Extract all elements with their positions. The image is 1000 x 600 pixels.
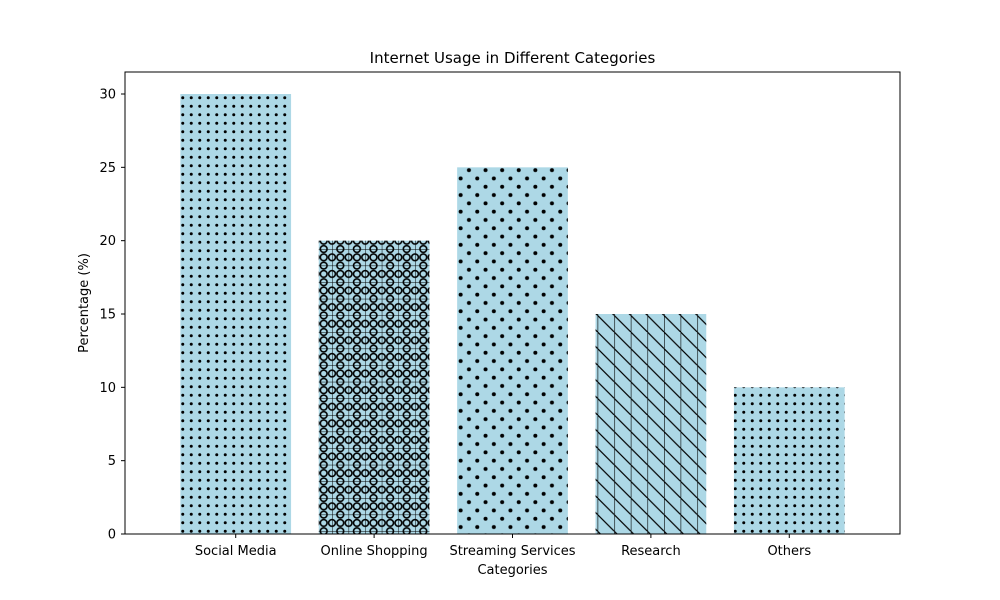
- chart-title: Internet Usage in Different Categories: [370, 49, 656, 67]
- y-axis-ticks: 0 5 10 15 20 25 30: [99, 88, 125, 543]
- bar-hatch-social-media: [180, 94, 292, 534]
- x-tick-label: Online Shopping: [321, 544, 428, 559]
- y-tick-label: 25: [99, 161, 116, 176]
- y-tick-label: 15: [99, 308, 116, 323]
- x-tick-label: Research: [621, 544, 681, 559]
- x-tick-label: Streaming Services: [449, 544, 575, 559]
- y-axis-label: Percentage (%): [77, 253, 92, 353]
- y-tick-label: 20: [99, 234, 116, 249]
- bar-hatch-online-shopping: [318, 240, 430, 534]
- bar-hatch-research: [595, 314, 707, 534]
- y-tick-label: 5: [108, 454, 116, 469]
- bars: [180, 94, 845, 535]
- y-tick-label: 30: [99, 88, 116, 103]
- y-tick-label: 0: [108, 528, 116, 543]
- x-axis-label: Categories: [477, 563, 547, 578]
- x-tick-label: Others: [767, 544, 811, 559]
- bar-hatch-others: [733, 387, 845, 534]
- x-tick-label: Social Media: [195, 544, 277, 559]
- bar-hatch-streaming-services: [457, 167, 568, 535]
- y-tick-label: 10: [99, 381, 116, 396]
- x-axis-ticks: Social Media Online Shopping Streaming Ser…: [195, 534, 811, 559]
- plot-frame: [124, 71, 901, 535]
